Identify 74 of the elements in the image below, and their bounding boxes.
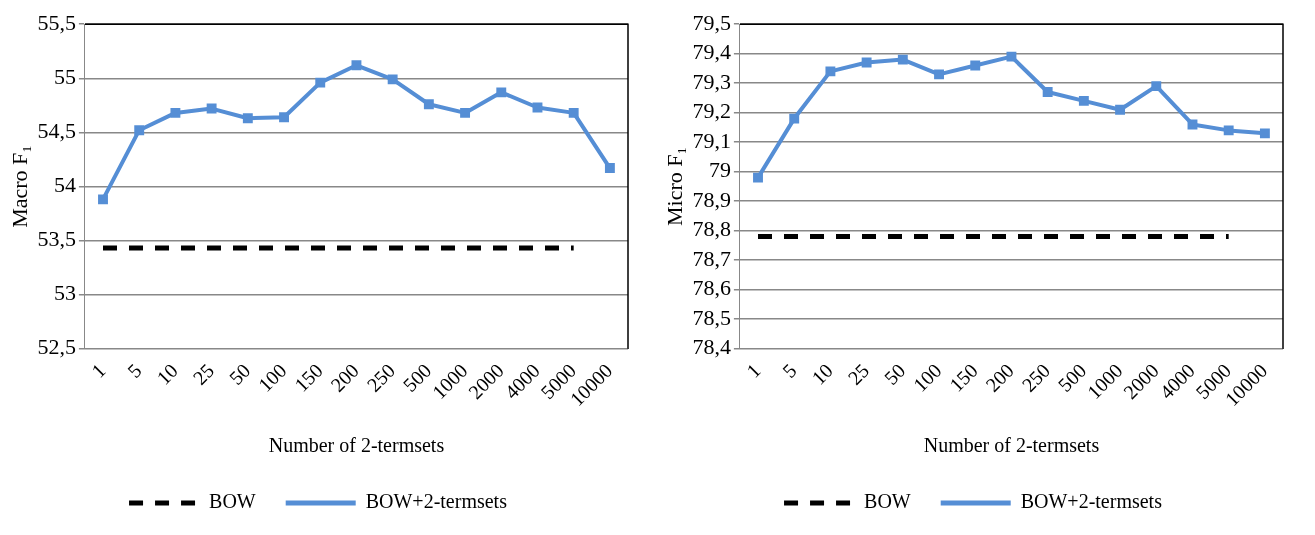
x-tick-label: 5 <box>777 359 801 382</box>
x-tick-label: 50 <box>224 359 255 389</box>
x-tick-label: 25 <box>842 359 873 389</box>
point <box>170 107 181 118</box>
x-tick-label: 150 <box>290 359 327 396</box>
point <box>824 66 835 77</box>
x-tick-label: 100 <box>253 359 291 396</box>
y-tick-label: 52,5 <box>37 334 76 360</box>
y-tick-label: 78,7 <box>691 245 731 271</box>
x-axis-title: Number of 2-termsets <box>923 434 1099 457</box>
point <box>460 107 471 118</box>
y-tick-label: 53,5 <box>37 226 76 252</box>
point <box>351 60 362 71</box>
legend-label: BOW <box>209 490 256 513</box>
x-tick-label: 250 <box>1016 359 1054 396</box>
point <box>1150 81 1161 92</box>
x-axis-title: Number of 2-termsets <box>268 434 445 457</box>
y-tick-label: 78,9 <box>691 186 731 212</box>
point <box>279 112 289 123</box>
x-tick-label: 5 <box>123 359 146 382</box>
point <box>1223 125 1234 136</box>
point <box>206 103 217 114</box>
point <box>98 194 108 205</box>
point <box>315 77 326 88</box>
x-tick-label: 250 <box>362 359 400 396</box>
point <box>752 172 763 183</box>
y-tick-label: 79,1 <box>691 127 731 153</box>
legend-label: BOW+2-termsets <box>1020 490 1162 513</box>
x-tick-label: 1 <box>86 359 110 382</box>
point <box>568 107 579 118</box>
point <box>788 113 799 124</box>
point <box>134 125 145 136</box>
point <box>897 54 908 65</box>
point <box>496 87 507 98</box>
point <box>423 99 434 110</box>
point <box>933 69 944 80</box>
point <box>969 60 980 71</box>
y-tick-label: 78,4 <box>691 334 731 360</box>
point <box>861 57 872 68</box>
x-tick-label: 10 <box>806 359 837 389</box>
point <box>1006 51 1016 62</box>
y-tick-label: 78,6 <box>691 275 731 301</box>
y-tick-label: 78,8 <box>691 216 731 242</box>
y-tick-label: 53 <box>53 280 76 306</box>
y-tick-label: 54,5 <box>37 118 76 144</box>
x-tick-label: 100 <box>908 359 946 396</box>
point <box>1259 128 1270 139</box>
x-tick-label: 200 <box>980 359 1018 396</box>
x-tick-label: 10 <box>152 359 182 389</box>
y-tick-label: 79,2 <box>691 98 731 124</box>
y-tick-label: 55,5 <box>37 9 76 35</box>
y-tick-label: 55 <box>53 64 76 90</box>
x-tick-label: 25 <box>188 359 219 389</box>
y-tick-label: 79 <box>708 157 731 183</box>
legend-label: BOW+2-termsets <box>365 490 508 513</box>
y-tick-label: 79,4 <box>691 39 731 65</box>
x-tick-label: 200 <box>326 359 363 396</box>
x-tick-label: 150 <box>944 359 982 396</box>
x-tick-label: 1 <box>741 359 765 382</box>
legend-label: BOW <box>863 490 911 513</box>
y-axis-title: Micro F₁ <box>661 146 687 227</box>
point <box>604 163 615 173</box>
y-tick-label: 79,5 <box>691 9 731 35</box>
point <box>1078 95 1089 106</box>
point <box>1042 87 1053 97</box>
point <box>387 74 398 85</box>
x-tick-label: 500 <box>1053 359 1090 396</box>
y-tick-label: 78,5 <box>691 304 731 330</box>
y-tick-label: 54 <box>53 172 76 198</box>
point <box>1114 104 1125 115</box>
x-tick-label: 50 <box>879 359 909 389</box>
point <box>242 113 253 124</box>
y-axis-title: Macro F₁ <box>6 145 32 228</box>
y-tick-label: 79,3 <box>691 68 731 94</box>
